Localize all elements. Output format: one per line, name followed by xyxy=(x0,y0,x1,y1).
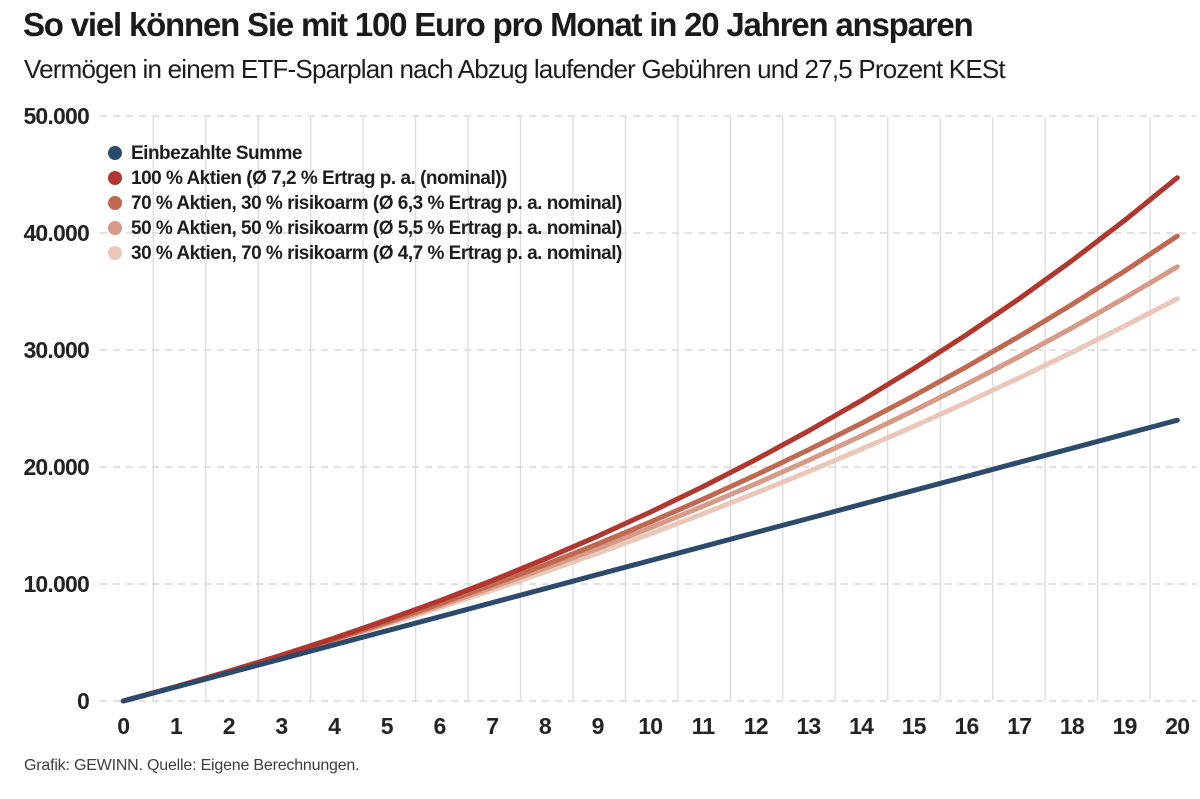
series-line xyxy=(120,175,1180,704)
chart-legend: Einbezahlte Summe 100 % Aktien (Ø 7,2 % … xyxy=(108,141,622,266)
x-tick-label: 14 xyxy=(849,713,874,739)
x-tick-label: 5 xyxy=(381,713,394,739)
series-line xyxy=(120,417,1180,704)
legend-item: 70 % Aktien, 30 % risikoarm (Ø 6,3 % Ert… xyxy=(108,191,622,216)
y-tick-label: 10.000 xyxy=(23,571,89,597)
x-tick-label: 17 xyxy=(1007,713,1031,739)
y-tick-label: 50.000 xyxy=(23,103,89,129)
legend-label: 70 % Aktien, 30 % risikoarm (Ø 6,3 % Ert… xyxy=(131,193,622,214)
legend-dot-icon xyxy=(108,221,122,235)
x-tick-label: 18 xyxy=(1060,713,1085,739)
legend-label: 100 % Aktien (Ø 7,2 % Ertrag p. a. (nomi… xyxy=(131,168,507,189)
legend-item: 50 % Aktien, 50 % risikoarm (Ø 5,5 % Ert… xyxy=(108,216,622,241)
source-credit: Grafik: GEWINN. Quelle: Eigene Berechnun… xyxy=(24,757,360,774)
legend-dot-icon xyxy=(108,196,122,210)
x-tick-label: 19 xyxy=(1113,713,1137,739)
x-tick-label: 0 xyxy=(117,713,129,739)
y-tick-label: 0 xyxy=(77,688,89,714)
legend-label: 50 % Aktien, 50 % risikoarm (Ø 5,5 % Ert… xyxy=(131,218,622,239)
x-tick-label: 10 xyxy=(638,713,662,739)
y-tick-label: 20.000 xyxy=(23,454,89,480)
legend-dot-icon xyxy=(108,171,122,185)
y-tick-label: 30.000 xyxy=(23,337,89,363)
x-tick-label: 9 xyxy=(592,713,604,739)
x-tick-label: 2 xyxy=(223,713,235,739)
chart-subtitle: Vermögen in einem ETF-Sparplan nach Abzu… xyxy=(24,54,1006,84)
x-tick-label: 4 xyxy=(328,713,341,739)
legend-item: Einbezahlte Summe xyxy=(108,141,622,166)
x-tick-label: 12 xyxy=(744,713,768,739)
legend-dot-icon xyxy=(108,246,122,260)
x-tick-label: 1 xyxy=(170,713,183,739)
chart-title: So viel können Sie mit 100 Euro pro Mona… xyxy=(23,6,974,43)
x-tick-label: 6 xyxy=(434,713,446,739)
x-tick-label: 7 xyxy=(486,713,498,739)
x-tick-label: 8 xyxy=(539,713,552,739)
x-tick-label: 15 xyxy=(902,713,927,739)
y-tick-label: 40.000 xyxy=(23,220,89,246)
x-tick-label: 3 xyxy=(275,713,287,739)
x-tick-label: 16 xyxy=(955,713,979,739)
series-line xyxy=(120,264,1180,704)
x-tick-label: 11 xyxy=(692,713,716,739)
x-tick-label: 13 xyxy=(796,713,820,739)
legend-item: 30 % Aktien, 70 % risikoarm (Ø 4,7 % Ert… xyxy=(108,241,622,266)
legend-item: 100 % Aktien (Ø 7,2 % Ertrag p. a. (nomi… xyxy=(108,166,622,191)
legend-label: 30 % Aktien, 70 % risikoarm (Ø 4,7 % Ert… xyxy=(131,243,622,264)
legend-label: Einbezahlte Summe xyxy=(131,143,303,164)
legend-dot-icon xyxy=(108,146,122,160)
x-tick-label: 20 xyxy=(1165,713,1189,739)
series-line xyxy=(120,233,1180,704)
